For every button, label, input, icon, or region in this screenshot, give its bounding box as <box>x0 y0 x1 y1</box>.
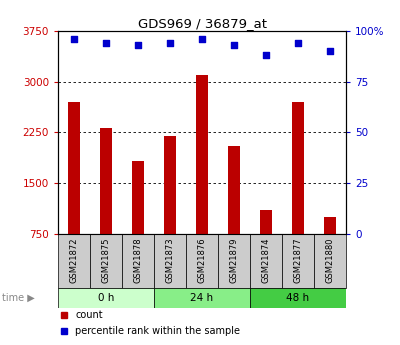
Text: GSM21880: GSM21880 <box>326 238 334 284</box>
Point <box>263 53 269 58</box>
Bar <box>292 102 304 234</box>
Bar <box>250 234 282 288</box>
Point <box>71 37 77 42</box>
Bar <box>314 234 346 288</box>
Bar <box>218 234 250 288</box>
Bar <box>186 234 218 288</box>
Bar <box>122 234 154 288</box>
Text: count: count <box>75 310 103 320</box>
Text: percentile rank within the sample: percentile rank within the sample <box>75 326 240 336</box>
Bar <box>58 234 90 288</box>
Bar <box>164 136 176 234</box>
Point <box>231 42 237 48</box>
Point <box>199 37 205 42</box>
Text: GSM21875: GSM21875 <box>102 238 110 284</box>
Title: GDS969 / 36879_at: GDS969 / 36879_at <box>138 17 266 30</box>
Text: GSM21872: GSM21872 <box>70 238 78 284</box>
Bar <box>282 234 314 288</box>
Text: GSM21873: GSM21873 <box>166 238 174 284</box>
Text: GSM21879: GSM21879 <box>230 238 238 284</box>
Bar <box>250 288 346 308</box>
Bar <box>154 288 250 308</box>
Point <box>295 40 301 46</box>
Text: GSM21874: GSM21874 <box>262 238 270 284</box>
Bar <box>154 234 186 288</box>
Point <box>103 40 109 46</box>
Bar <box>100 128 112 234</box>
Bar <box>68 102 80 234</box>
Point <box>167 40 173 46</box>
Text: time ▶: time ▶ <box>2 293 35 303</box>
Bar <box>260 210 272 234</box>
Text: 48 h: 48 h <box>286 293 310 303</box>
Bar <box>90 234 122 288</box>
Point <box>135 42 141 48</box>
Text: 0 h: 0 h <box>98 293 114 303</box>
Text: GSM21878: GSM21878 <box>134 238 142 284</box>
Text: GSM21876: GSM21876 <box>198 238 206 284</box>
Text: GSM21877: GSM21877 <box>294 238 302 284</box>
Point <box>327 49 333 54</box>
Bar <box>324 217 336 234</box>
Bar <box>228 146 240 234</box>
Text: 24 h: 24 h <box>190 293 214 303</box>
Bar <box>132 161 144 234</box>
Bar <box>58 288 154 308</box>
Bar <box>196 75 208 234</box>
